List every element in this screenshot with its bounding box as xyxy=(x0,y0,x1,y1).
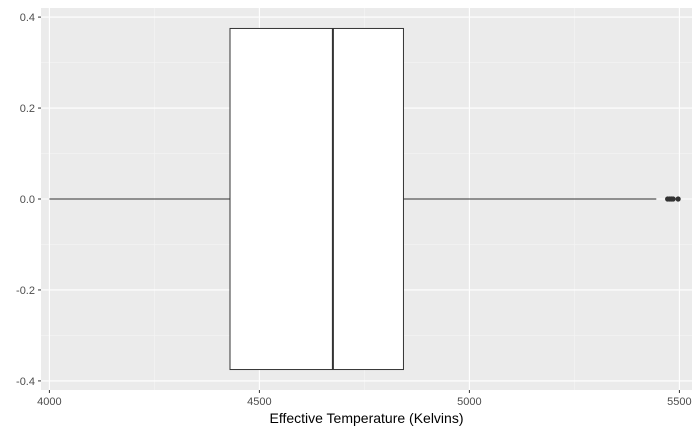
outlier-point xyxy=(675,196,681,202)
x-tick-label: 4000 xyxy=(37,396,61,408)
y-tick-label: 0.4 xyxy=(20,12,35,24)
y-tick-label: -0.2 xyxy=(16,285,35,297)
outlier-point xyxy=(670,196,676,202)
y-tick-label: -0.4 xyxy=(16,376,35,388)
x-tick-label: 5000 xyxy=(457,396,481,408)
x-tick-label: 4500 xyxy=(247,396,271,408)
outlier-points xyxy=(665,196,681,202)
iqr-box xyxy=(229,27,404,371)
x-axis-title: Effective Temperature (Kelvins) xyxy=(269,410,463,426)
y-tick-label: 0.2 xyxy=(20,103,35,115)
y-tick-label: 0.0 xyxy=(20,194,35,206)
boxplot-layer xyxy=(49,27,657,371)
x-tick-label: 5500 xyxy=(667,396,691,408)
y-axis: -0.4 -0.2 0.0 0.2 0.4 xyxy=(16,12,41,388)
x-axis: 4000 4500 5000 5500 xyxy=(37,390,692,408)
